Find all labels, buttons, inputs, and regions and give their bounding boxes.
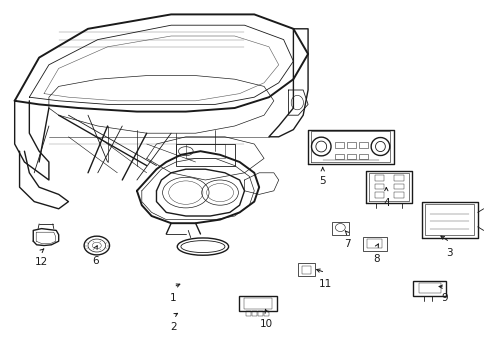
Bar [176, 144, 234, 166]
Bar [366, 239, 382, 248]
Text: 3: 3 [446, 248, 452, 258]
Text: 7: 7 [343, 239, 350, 249]
Text: 10: 10 [260, 319, 272, 329]
Text: 2: 2 [170, 322, 177, 332]
Bar [301, 266, 311, 274]
Text: 4: 4 [382, 198, 389, 208]
Bar [425, 204, 473, 235]
Text: 11: 11 [318, 279, 331, 289]
Bar [412, 281, 446, 296]
Bar [359, 154, 367, 159]
Text: 6: 6 [92, 256, 99, 266]
Bar [374, 184, 384, 189]
Bar [252, 311, 257, 316]
Bar [346, 154, 355, 159]
Bar [239, 296, 277, 311]
Bar [334, 154, 343, 159]
Text: 1: 1 [170, 293, 177, 303]
Bar [363, 237, 386, 251]
Bar [393, 192, 403, 198]
Bar [393, 184, 403, 189]
Bar [246, 311, 251, 316]
Bar [185, 144, 224, 158]
Bar [359, 142, 367, 148]
Bar [418, 283, 440, 293]
Bar [346, 142, 355, 148]
Bar [264, 311, 268, 316]
Text: 12: 12 [35, 257, 48, 267]
Bar [374, 175, 384, 181]
Text: 8: 8 [372, 254, 379, 264]
Bar [393, 175, 403, 181]
Text: 5: 5 [319, 176, 325, 186]
Bar [258, 311, 263, 316]
Bar [297, 263, 314, 276]
Bar [374, 192, 384, 198]
Bar [244, 298, 272, 309]
Bar [331, 222, 348, 235]
Bar [334, 142, 343, 148]
Text: 9: 9 [441, 293, 447, 303]
